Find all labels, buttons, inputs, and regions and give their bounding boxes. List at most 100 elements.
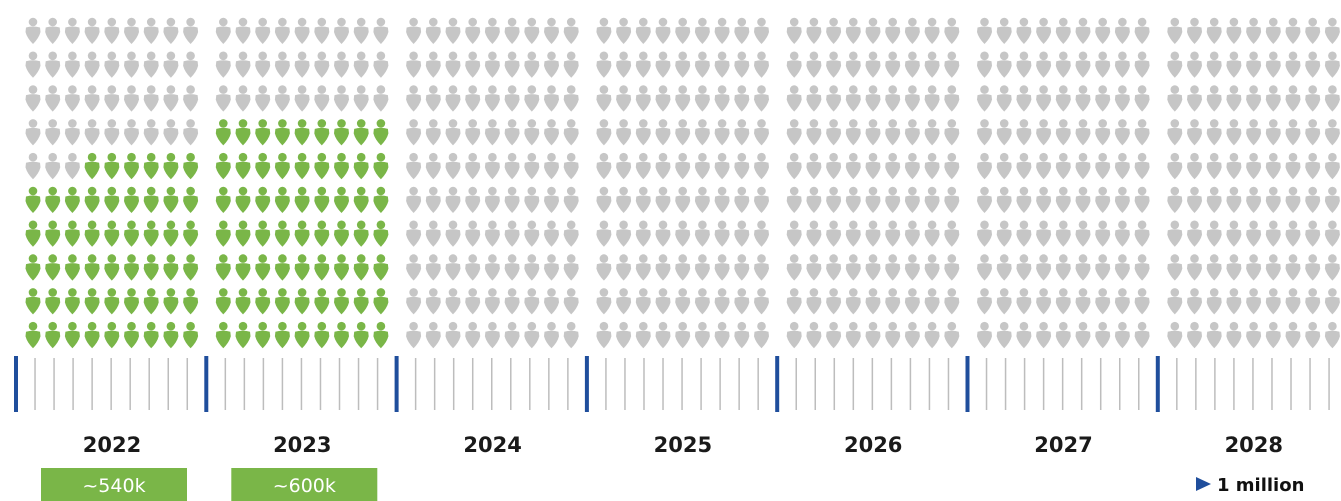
person-icon-empty — [1265, 321, 1281, 349]
person-icon-filled — [274, 254, 290, 281]
person-icon-empty — [143, 119, 159, 146]
person-icon-empty — [1246, 17, 1262, 44]
person-icon-empty — [1226, 85, 1242, 112]
person-icon-empty — [1036, 85, 1052, 112]
person-icon-filled — [255, 186, 271, 213]
person-icon-empty — [635, 152, 651, 180]
person-icon-empty — [406, 85, 422, 112]
person-icon-filled — [124, 152, 139, 180]
person-icon-empty — [1285, 17, 1301, 44]
person-icon-empty — [635, 17, 651, 44]
person-icon-empty — [1167, 254, 1183, 281]
person-icon-empty — [274, 85, 290, 112]
person-icon-empty — [885, 51, 901, 78]
person-icon-empty — [786, 186, 802, 213]
person-icon-empty — [924, 186, 940, 213]
person-icon-empty — [163, 119, 179, 146]
person-icon-empty — [1055, 119, 1071, 146]
person-icon-empty — [694, 85, 710, 112]
person-icon-empty — [655, 119, 671, 146]
person-icon-empty — [1167, 51, 1183, 78]
person-icon-empty — [1016, 186, 1032, 213]
person-icon-empty — [314, 85, 330, 112]
person-icon-empty — [977, 186, 992, 213]
person-icon-empty — [1095, 51, 1111, 78]
person-icon-empty — [334, 51, 349, 78]
person-icon-empty — [1206, 186, 1222, 213]
person-icon-empty — [806, 119, 822, 146]
person-icon-empty — [294, 85, 310, 112]
person-icon-empty — [563, 321, 579, 349]
person-icon-empty — [143, 85, 159, 112]
person-icon-empty — [484, 85, 500, 112]
person-icon-empty — [1095, 254, 1111, 281]
person-icon-empty — [1285, 321, 1301, 349]
person-icon-empty — [977, 321, 992, 349]
person-icon-empty — [465, 186, 481, 213]
person-icon-empty — [1187, 17, 1202, 44]
person-icon-empty — [524, 220, 540, 247]
person-icon-filled — [64, 220, 80, 247]
person-icon-empty — [406, 17, 422, 44]
person-icon-empty — [255, 51, 271, 78]
person-icon-filled — [215, 220, 231, 247]
person-icon-empty — [425, 51, 441, 78]
person-icon-filled — [294, 254, 310, 281]
person-icon-empty — [1095, 152, 1111, 180]
person-icon-empty — [1114, 119, 1130, 146]
person-icon-empty — [235, 51, 251, 78]
person-icon-empty — [675, 321, 691, 349]
person-icon-filled — [163, 186, 179, 213]
person-icon-empty — [484, 321, 500, 349]
person-icon-empty — [996, 186, 1012, 213]
person-icon-empty — [504, 17, 520, 44]
person-icon-empty — [563, 51, 579, 78]
person-icon-filled — [334, 220, 349, 247]
person-icon-empty — [1055, 220, 1071, 247]
person-icon-empty — [655, 186, 671, 213]
person-icon-empty — [786, 17, 802, 44]
person-icon-empty — [754, 186, 769, 213]
person-icon-empty — [1226, 288, 1242, 315]
person-icon-empty — [373, 17, 389, 44]
person-icon-filled — [255, 152, 271, 180]
person-icon-empty — [596, 17, 612, 44]
person-icon-empty — [1324, 186, 1340, 213]
person-icon-empty — [1265, 220, 1281, 247]
year-label-2028: 2028 — [1225, 433, 1283, 457]
person-icon-empty — [25, 17, 41, 44]
person-icon-empty — [1095, 288, 1111, 315]
person-icon-empty — [274, 17, 290, 44]
person-icon-empty — [563, 288, 579, 315]
person-icon-empty — [484, 119, 500, 146]
value-label-2023: ~600k — [273, 475, 336, 497]
person-icon-empty — [45, 152, 61, 180]
person-icon-filled — [334, 321, 349, 349]
person-icon-empty — [734, 51, 750, 78]
person-icon-empty — [616, 186, 632, 213]
person-icon-empty — [806, 152, 822, 180]
person-icon-empty — [694, 119, 710, 146]
person-icon-filled — [104, 152, 120, 180]
person-icon-empty — [406, 152, 422, 180]
person-icon-empty — [714, 85, 730, 112]
person-icon-empty — [1305, 85, 1321, 112]
person-icon-empty — [1075, 152, 1091, 180]
person-icon-filled — [314, 119, 330, 146]
person-icon-empty — [616, 119, 632, 146]
person-icon-empty — [714, 321, 730, 349]
person-icon-filled — [215, 288, 231, 315]
person-icon-empty — [734, 254, 750, 281]
person-icon-empty — [694, 51, 710, 78]
person-icon-empty — [1285, 220, 1301, 247]
person-icon-filled — [255, 321, 271, 349]
person-icon-empty — [1305, 152, 1321, 180]
person-icon-empty — [845, 17, 861, 44]
person-icon-empty — [826, 288, 842, 315]
person-icon-empty — [845, 288, 861, 315]
person-icon-filled — [353, 220, 369, 247]
person-icon-empty — [1114, 220, 1130, 247]
person-icon-empty — [64, 17, 80, 44]
person-icon-empty — [445, 51, 461, 78]
person-icon-empty — [786, 51, 802, 78]
